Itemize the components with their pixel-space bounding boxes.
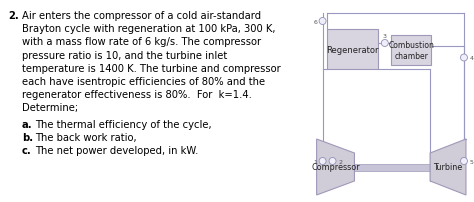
Text: with a mass flow rate of 6 kg/s. The compressor: with a mass flow rate of 6 kg/s. The com… bbox=[22, 37, 261, 47]
Text: 5: 5 bbox=[469, 159, 474, 164]
Text: c.: c. bbox=[22, 145, 32, 155]
Bar bbox=[355, 164, 430, 171]
Text: Brayton cycle with regeneration at 100 kPa, 300 K,: Brayton cycle with regeneration at 100 k… bbox=[22, 24, 275, 34]
Circle shape bbox=[319, 18, 326, 25]
Circle shape bbox=[460, 55, 467, 62]
Circle shape bbox=[319, 158, 326, 165]
Polygon shape bbox=[317, 139, 355, 195]
Text: each have isentropic efficiencies of 80% and the: each have isentropic efficiencies of 80%… bbox=[22, 77, 265, 87]
Bar bbox=[327, 30, 378, 70]
Polygon shape bbox=[430, 139, 466, 195]
Circle shape bbox=[329, 158, 336, 165]
Text: Air enters the compressor of a cold air-standard: Air enters the compressor of a cold air-… bbox=[22, 11, 261, 21]
Text: 1: 1 bbox=[313, 159, 317, 164]
Text: The thermal efficiency of the cycle,: The thermal efficiency of the cycle, bbox=[35, 119, 211, 129]
Text: regenerator effectiveness is 80%.  For  k=1.4.: regenerator effectiveness is 80%. For k=… bbox=[22, 90, 252, 100]
Text: Determine;: Determine; bbox=[22, 103, 78, 113]
Text: The net power developed, in kW.: The net power developed, in kW. bbox=[35, 145, 198, 155]
Text: Turbine: Turbine bbox=[433, 163, 463, 172]
Text: a.: a. bbox=[22, 119, 33, 129]
Text: temperature is 1400 K. The turbine and compressor: temperature is 1400 K. The turbine and c… bbox=[22, 63, 281, 74]
Text: Combustion
chamber: Combustion chamber bbox=[388, 41, 434, 60]
Text: b.: b. bbox=[22, 132, 33, 142]
Text: Regenerator: Regenerator bbox=[326, 45, 379, 54]
Text: 3: 3 bbox=[383, 33, 387, 38]
Text: pressure ratio is 10, and the turbine inlet: pressure ratio is 10, and the turbine in… bbox=[22, 50, 227, 60]
Text: Compressor: Compressor bbox=[311, 163, 360, 172]
Text: 6: 6 bbox=[313, 19, 317, 24]
Text: 4: 4 bbox=[469, 56, 474, 61]
Circle shape bbox=[460, 158, 467, 165]
Circle shape bbox=[382, 40, 388, 47]
Text: 2.: 2. bbox=[8, 11, 18, 21]
Text: 2: 2 bbox=[338, 159, 342, 164]
Text: The back work ratio,: The back work ratio, bbox=[35, 132, 137, 142]
Bar bbox=[392, 36, 431, 66]
